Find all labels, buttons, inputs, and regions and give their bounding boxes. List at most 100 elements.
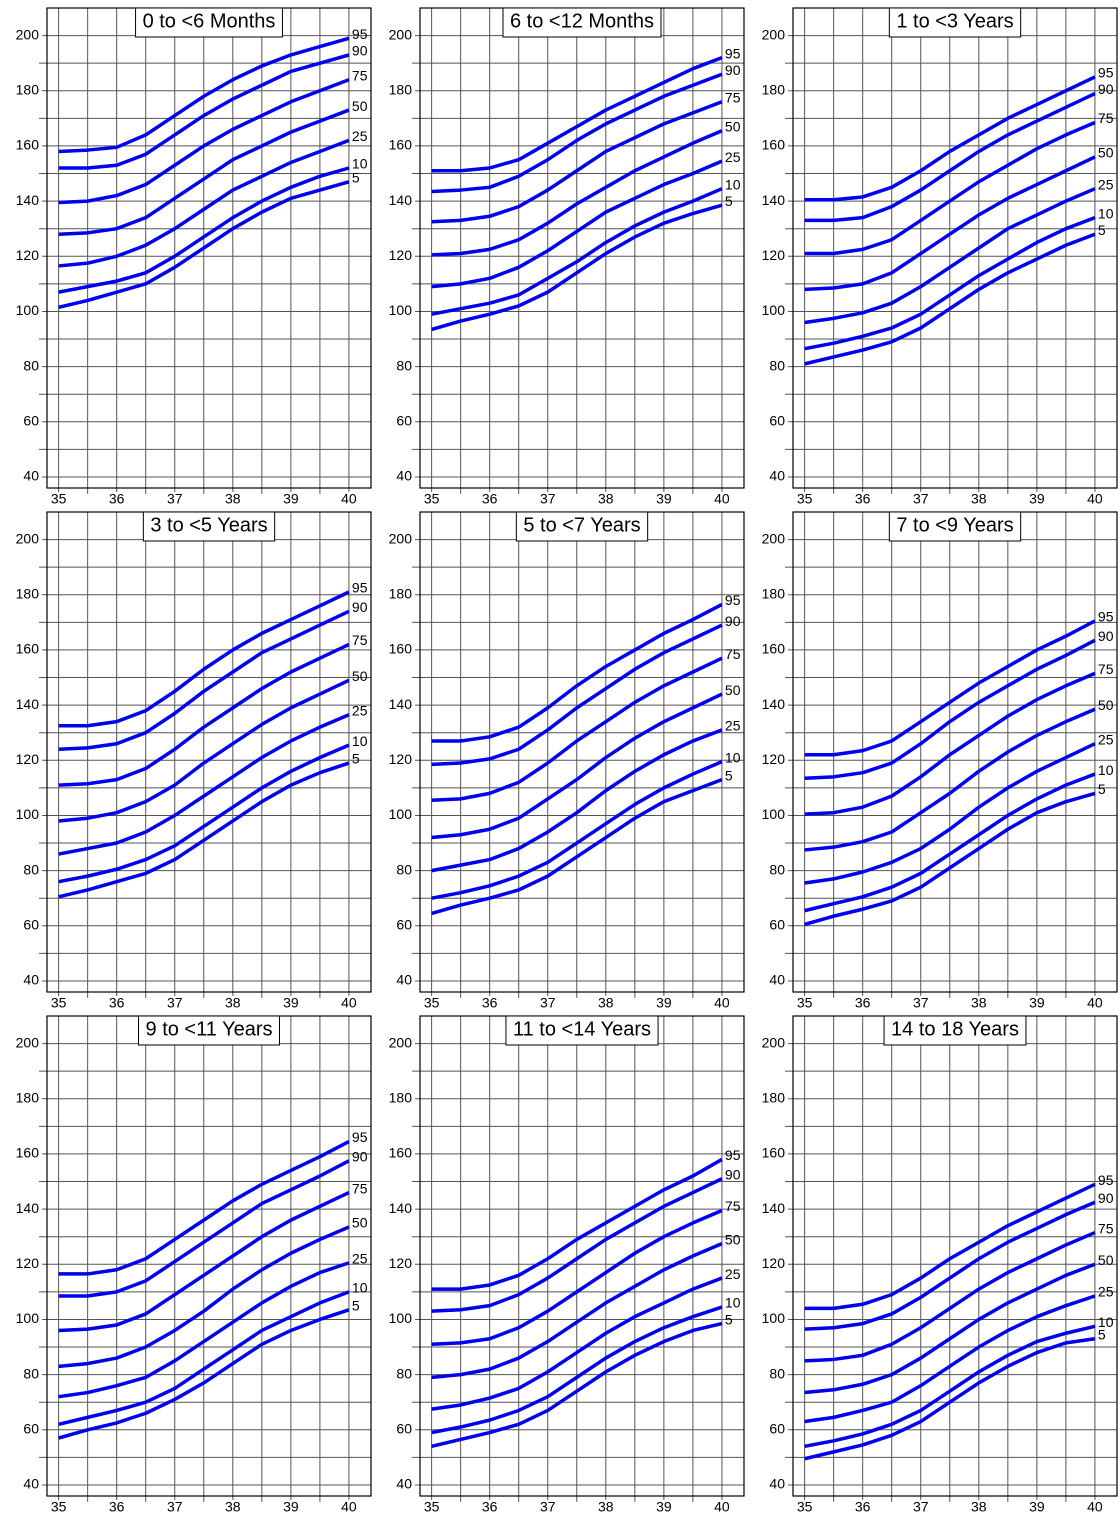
y-tick-label: 60 (396, 916, 412, 932)
title-box (142, 511, 276, 542)
x-tick-label: 40 (1087, 1499, 1103, 1514)
x-tick-label: 37 (540, 1499, 556, 1514)
x-tick-label: 39 (1029, 491, 1045, 507)
series-label: 10 (352, 1280, 368, 1296)
x-tick-label: 36 (109, 995, 125, 1011)
x-tick-label: 40 (714, 1499, 730, 1514)
y-tick-label: 140 (389, 192, 413, 208)
percentile-line (58, 609, 350, 751)
series-label: 25 (1098, 731, 1114, 747)
series-label: 50 (352, 1215, 368, 1231)
x-tick-label: 40 (1087, 995, 1103, 1011)
x-tick-label: 39 (656, 491, 672, 507)
x-tick-label: 35 (797, 1499, 813, 1514)
percentile-line (431, 1157, 723, 1291)
series-label: 95 (1098, 609, 1114, 625)
percentile-line (58, 743, 350, 884)
y-tick-label: 180 (389, 81, 413, 97)
percentile-line (431, 692, 723, 840)
series-label: 90 (725, 613, 741, 629)
y-tick-label: 160 (762, 137, 786, 153)
series-label: 75 (1098, 661, 1114, 677)
title-box (502, 7, 662, 38)
series-label: 10 (352, 733, 368, 749)
series-label: 5 (352, 169, 360, 185)
y-tick-label: 160 (762, 641, 786, 657)
percentile-line (431, 777, 723, 916)
x-tick-label: 36 (855, 1499, 871, 1514)
y-tick-label: 100 (389, 806, 413, 822)
x-tick-label: 37 (913, 1499, 929, 1514)
x-tick-label: 37 (913, 995, 929, 1011)
series-label: 95 (1098, 1172, 1114, 1188)
x-tick-label: 35 (797, 995, 813, 1011)
x-tick-label: 36 (482, 491, 498, 507)
series-label: 10 (1098, 1314, 1114, 1330)
series-label: 10 (1098, 762, 1114, 778)
series-label: 95 (352, 1129, 368, 1145)
x-tick-label: 39 (283, 995, 299, 1011)
title-box (888, 511, 1022, 542)
series-label: 90 (1098, 628, 1114, 644)
y-tick-label: 60 (396, 1420, 412, 1436)
y-tick-label: 140 (389, 696, 413, 712)
percentile-line (804, 91, 1096, 223)
y-tick-label: 100 (389, 1310, 413, 1326)
series-label: 75 (352, 67, 368, 83)
y-tick-label: 160 (16, 1145, 40, 1161)
series-label: 90 (352, 43, 368, 59)
x-tick-label: 39 (1029, 995, 1045, 1011)
series-label: 75 (725, 1198, 741, 1214)
y-tick-label: 140 (16, 192, 40, 208)
x-tick-label: 38 (971, 1499, 987, 1514)
series-label: 25 (1098, 1284, 1114, 1300)
percentile-line (58, 108, 350, 236)
percentile-line (58, 36, 350, 154)
percentile-line (431, 129, 723, 257)
chart-title: 0 to <6 Months (143, 10, 276, 32)
y-tick-label: 80 (396, 1365, 412, 1381)
series-label: 50 (1098, 145, 1114, 161)
y-tick-label: 80 (23, 357, 39, 373)
percentile-line (58, 78, 350, 205)
percentile-line (431, 159, 723, 289)
series-label: 95 (725, 1147, 741, 1163)
series-label: 10 (1098, 205, 1114, 221)
title-box (505, 1015, 659, 1046)
y-tick-label: 40 (396, 468, 412, 484)
x-tick-label: 37 (167, 995, 183, 1011)
x-tick-label: 37 (540, 995, 556, 1011)
y-tick-label: 140 (16, 696, 40, 712)
x-tick-label: 38 (598, 995, 614, 1011)
percentile-line (431, 623, 723, 767)
series-label: 95 (352, 580, 368, 596)
y-tick-label: 140 (762, 192, 786, 208)
series-label: 25 (352, 1251, 368, 1267)
percentile-line (431, 1321, 723, 1449)
series-label: 75 (1098, 110, 1114, 126)
y-tick-label: 40 (396, 972, 412, 988)
y-tick-label: 120 (762, 751, 786, 767)
percentile-line (804, 1262, 1096, 1395)
title-box (138, 1015, 280, 1046)
percentile-line (58, 1190, 350, 1333)
series-label: 10 (725, 749, 741, 765)
series-label: 25 (352, 702, 368, 718)
plot-area (420, 8, 744, 488)
percentile-line (804, 187, 1096, 325)
x-tick-label: 38 (971, 995, 987, 1011)
y-tick-label: 180 (16, 1089, 40, 1105)
x-tick-label: 37 (540, 491, 556, 507)
y-tick-label: 160 (16, 641, 40, 657)
x-tick-label: 35 (797, 491, 813, 507)
x-tick-label: 37 (913, 491, 929, 507)
x-tick-label: 35 (51, 491, 67, 507)
percentile-line (431, 1177, 723, 1313)
percentile-line (804, 671, 1096, 816)
percentile-line (804, 1294, 1096, 1424)
series-label: 90 (1098, 81, 1114, 97)
